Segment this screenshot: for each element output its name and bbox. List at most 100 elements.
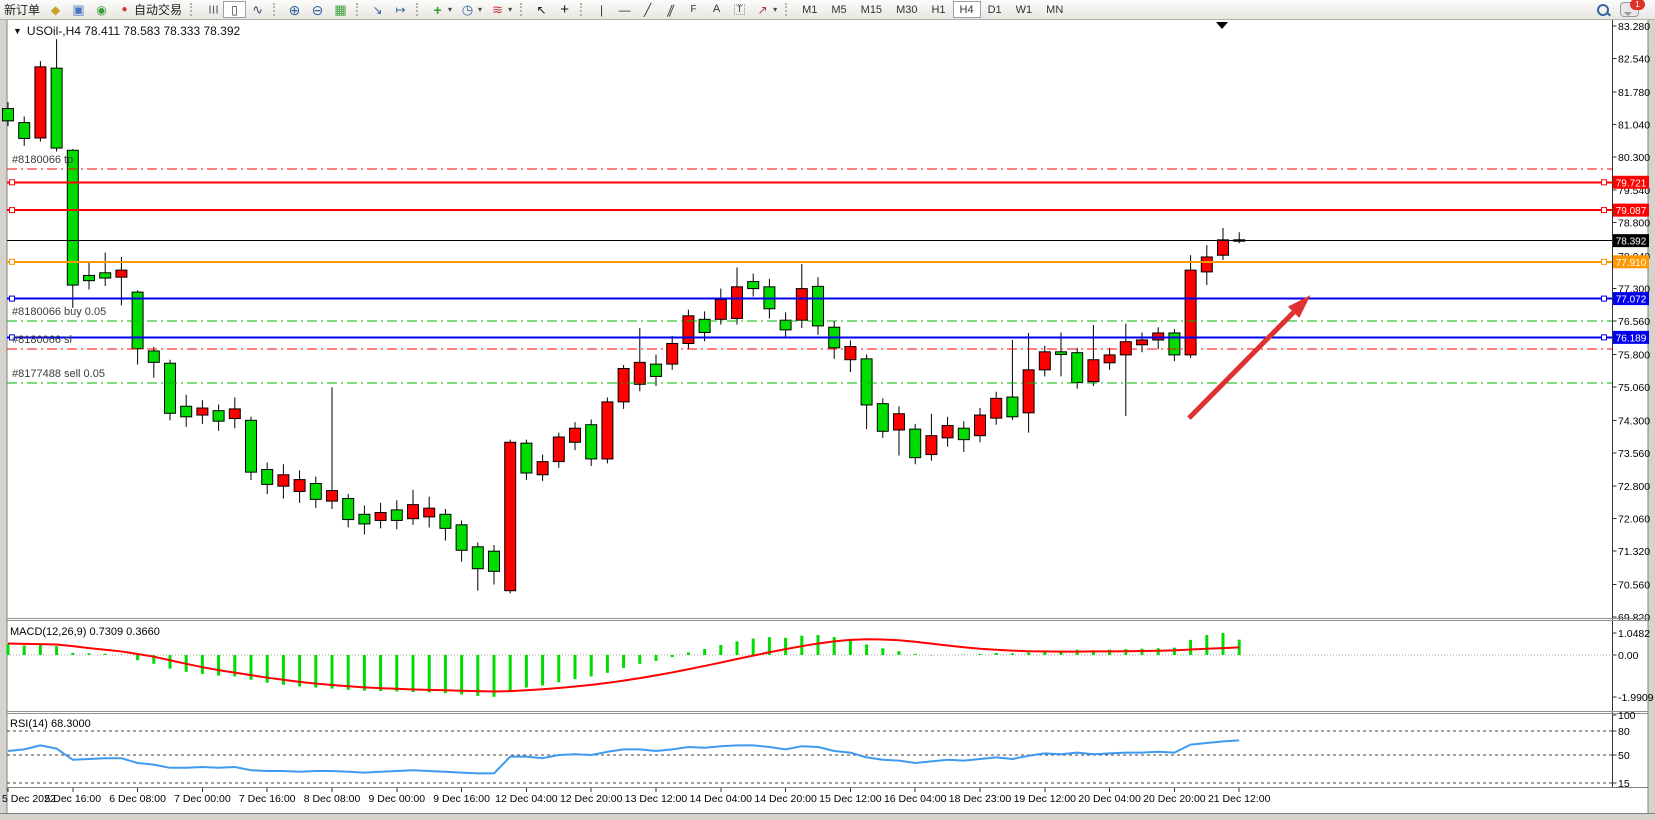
chart-shift-button[interactable] [389,1,412,18]
time-axis-label: 18 Dec 23:00 [949,793,1012,805]
timeframe-button-mn[interactable]: MN [1039,1,1070,18]
arrow-objects-icon [755,2,770,17]
line-handle[interactable] [9,334,15,341]
macd-signal-line [7,638,1240,693]
time-axis-label: 19 Dec 12:00 [1014,793,1077,805]
horizontal-line-button[interactable] [613,1,636,18]
text-label-button[interactable] [728,1,751,18]
line-handle[interactable] [1601,258,1607,265]
trendline-icon [640,2,655,17]
candle-body [164,362,176,414]
candle [212,404,225,431]
trend-arrow[interactable] [1187,295,1311,420]
cursor-button[interactable] [530,1,553,18]
price-tag-text: 76.189 [1616,333,1647,344]
timeframe-button-m30[interactable]: M30 [889,1,924,18]
candle [650,354,662,387]
candle-body [1119,341,1132,356]
candle-body [455,524,468,551]
price-tag [1613,234,1649,248]
time-axis-label: 12 Dec 20:00 [560,793,623,805]
line-handle[interactable] [1601,207,1607,214]
candle-body [228,408,241,420]
timeframe-button-w1[interactable]: W1 [1009,1,1040,18]
fibonacci-button[interactable] [682,1,705,18]
zoom-out-button[interactable] [306,1,329,18]
line-chart-button[interactable] [246,1,269,18]
line-handle[interactable] [9,258,15,265]
timeframe-button-h1[interactable]: H1 [924,1,952,18]
price-tag-text: 79.087 [1616,206,1647,217]
time-axis-label: 15 Dec 12:00 [819,793,882,805]
crosshair-icon [557,2,572,17]
chart-shift-marker[interactable] [1216,22,1228,29]
candle [309,476,322,509]
search-icon[interactable] [1596,3,1610,17]
bar-chart-button[interactable] [200,1,223,18]
new-chart-button[interactable]: ▾ [426,1,456,18]
line-handle[interactable] [9,207,15,214]
time-axis-label: 8 Dec 08:00 [304,793,361,805]
candle [682,309,695,350]
price-axis-tick: 75.060 [1618,382,1650,394]
candle [196,400,209,424]
terminal-icon [71,2,86,17]
candle-body [698,318,711,333]
arrows-button[interactable]: ▾ [751,1,781,18]
candle-body [1087,359,1100,383]
autotrading-button[interactable]: 自动交易 [113,1,186,18]
toolbar-drag-handle [356,3,362,16]
timeframe-button-m15[interactable]: M15 [854,1,889,18]
text-button[interactable] [705,1,728,18]
zoom-in-button[interactable] [283,1,306,18]
chart-title-bar[interactable]: ▼ USOil-,H4 78.411 78.583 78.333 78.392 [13,24,240,38]
tile-windows-button[interactable] [329,1,352,18]
price-axis-tick: 71.320 [1618,546,1650,558]
price-axis-tick: 81.780 [1618,87,1650,99]
candlestick-chart-button[interactable] [223,1,247,18]
line-handle[interactable] [1601,295,1607,302]
candle [180,394,193,427]
fibonacci-icon [686,2,701,17]
trendline-button[interactable] [636,1,659,18]
toolbar-drag-handle [520,3,526,16]
candle [844,340,857,373]
chart-canvas[interactable]: #8180066 tp #8180066 buy 0.05 #8180066 sl #… [0,19,1655,820]
price-axis-tick: 82.540 [1618,53,1650,65]
toolbar-drag-handle [785,3,791,16]
crosshair-button[interactable] [553,1,576,18]
candle-body [407,504,419,520]
terminal-button[interactable] [67,1,90,18]
chat-icon[interactable]: 1 [1620,0,1645,17]
candle-body [115,269,128,278]
order-label: #8180066 tp [12,154,73,166]
new-order-button[interactable]: 新订单 [0,1,44,18]
price-axis-tick: 72.060 [1618,514,1650,526]
candle-body [536,461,549,476]
line-handle[interactable] [9,179,15,186]
candle-body [390,509,403,521]
channel-button[interactable] [659,1,682,18]
metaeditor-button[interactable] [44,1,67,18]
vertical-line-button[interactable] [590,1,613,18]
signals-button[interactable] [90,1,113,18]
candle [601,397,614,464]
indicators-button[interactable]: ▾ [486,1,516,18]
auto-scroll-button[interactable] [366,1,389,18]
candle-body [488,550,500,572]
timeframe-button-h4[interactable]: H4 [952,1,981,18]
timeframe-button-m5[interactable]: M5 [824,1,853,18]
rsi-line [7,739,1240,775]
line-handle[interactable] [1601,179,1607,186]
periods-button[interactable]: ▾ [456,1,486,18]
line-handle[interactable] [1601,334,1607,341]
timeframe-button-d1[interactable]: D1 [981,1,1009,18]
candle-body [714,299,727,320]
candle [261,462,274,495]
symbol-dropdown-icon[interactable]: ▼ [13,26,22,36]
timeframe-button-m1[interactable]: M1 [795,1,824,18]
line-handle[interactable] [9,295,15,302]
candle [698,311,711,342]
candle [1071,347,1084,389]
candle [293,470,306,503]
